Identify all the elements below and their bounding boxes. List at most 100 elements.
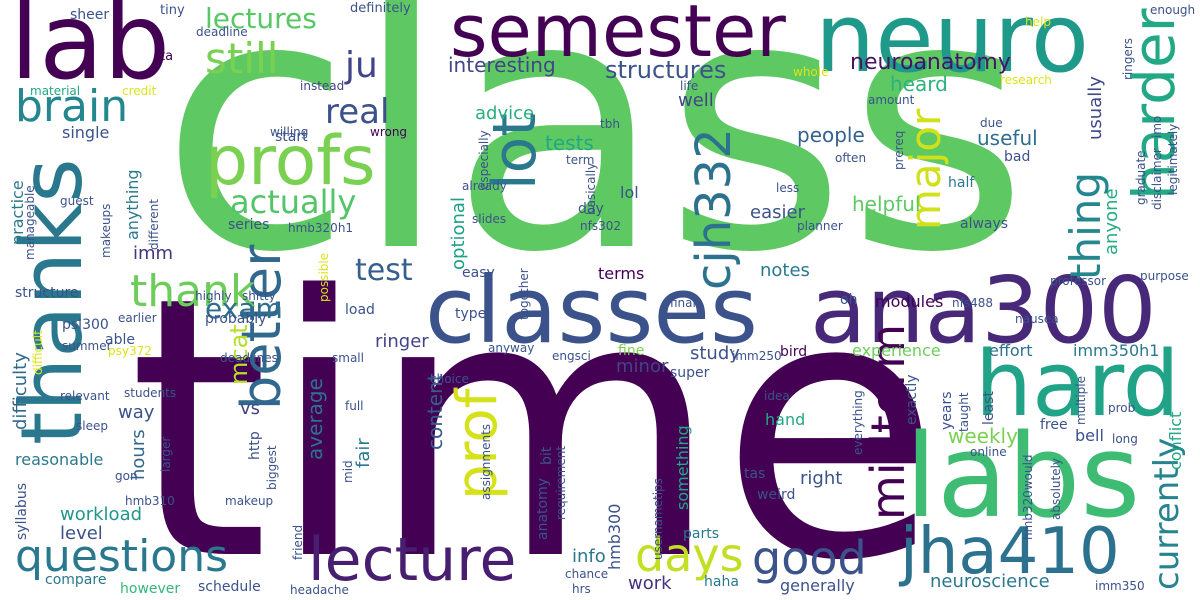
word-useful: useful	[977, 126, 1038, 150]
word-generally: generally	[780, 576, 855, 595]
word-well: well	[678, 90, 714, 111]
word-exactly: exactly	[904, 374, 920, 425]
word-highly: highly	[195, 289, 232, 303]
word-ringer: ringer	[375, 331, 429, 352]
word-workload: workload	[60, 504, 143, 525]
word-tiny: tiny	[160, 3, 185, 18]
word-minor: minor	[616, 356, 669, 377]
word-choice: choice	[430, 372, 469, 386]
word-schedule: schedule	[198, 579, 261, 595]
word-type: type	[455, 306, 487, 322]
word-jha410: jha410	[900, 515, 1120, 589]
word-lab: lab	[10, 0, 171, 103]
word-notes: notes	[760, 260, 810, 281]
word-modules: modules	[875, 292, 944, 311]
word-slides: slides	[472, 212, 507, 226]
word-way: way	[118, 402, 155, 423]
word-fine: fine	[618, 343, 645, 359]
word-thank: thank	[130, 266, 256, 317]
word-vs: vs	[240, 398, 261, 419]
word-questions: questions	[15, 531, 229, 582]
word-hmb320h1: hmb320h1	[288, 221, 354, 235]
word-assignments: assignments	[479, 423, 493, 500]
word-advice: advice	[475, 103, 535, 124]
word-always: always	[960, 216, 1009, 232]
word-bad: bad	[1004, 149, 1031, 165]
word-interesting: interesting	[448, 53, 556, 77]
word-help: help	[1025, 15, 1051, 29]
word-super: super	[670, 365, 710, 381]
word-enough: enough	[1150, 3, 1196, 17]
word-sheer: sheer	[70, 7, 110, 23]
word-guest: guest	[60, 194, 94, 208]
word-hand: hand	[765, 410, 806, 429]
word-hrs: hrs	[572, 582, 591, 596]
word-full: full	[345, 399, 364, 413]
word-larger: larger	[159, 436, 173, 472]
word-still: still	[205, 34, 279, 83]
word-class: class	[160, 0, 1029, 329]
word-easier: easier	[750, 202, 805, 223]
word-hmb320would: hmb320would	[1021, 454, 1035, 540]
word-small: small	[332, 351, 364, 365]
word-idea: idea	[764, 389, 790, 403]
word-imm: imm	[133, 243, 174, 264]
word-imm250: imm250	[732, 349, 782, 363]
word-cjh332: cjh332	[686, 128, 742, 290]
word-summer: summer	[62, 339, 112, 353]
word-structures: structures	[605, 56, 727, 84]
word-conflict: conflict	[1166, 411, 1185, 470]
word-ana300: ana300	[810, 257, 1157, 364]
word-structure: structure	[15, 285, 79, 301]
word-lecture: lecture	[308, 525, 517, 595]
word-material: material	[30, 84, 81, 98]
word-bird: bird	[780, 344, 808, 360]
word-probably: probably	[205, 311, 267, 327]
word-tas: tas	[744, 466, 766, 482]
word-psl300: psl300	[62, 317, 109, 333]
word-multiple: multiple	[1074, 375, 1088, 425]
word-lol: lol	[620, 183, 639, 202]
word-single: single	[62, 123, 110, 142]
word-semester: semester	[450, 0, 786, 73]
word-hmb310: hmb310	[125, 494, 175, 508]
word-good: good	[752, 531, 867, 585]
word-makeups: makeups	[99, 203, 113, 258]
word-ringers: ringers	[1121, 37, 1135, 80]
word-series: series	[228, 217, 270, 233]
word-nfs302: nfs302	[580, 219, 621, 233]
word-headache: headache	[290, 583, 349, 597]
word-tbh: tbh	[600, 117, 620, 131]
word-different: different	[147, 199, 161, 250]
word-tests: tests	[545, 131, 594, 155]
word-info: info	[572, 546, 606, 567]
word-nausea: nausea	[1015, 312, 1059, 326]
word-right: right	[800, 468, 843, 489]
word-brain: brain	[15, 81, 129, 132]
word-neuroscience: neuroscience	[930, 571, 1050, 592]
word-willing: willing	[270, 125, 309, 139]
word-anatomy: anatomy	[535, 477, 551, 540]
word-relevant: relevant	[60, 389, 110, 403]
word-long: long	[1112, 432, 1138, 446]
word-usernametips: usernametips	[651, 478, 665, 560]
word-anyone: anyone	[1101, 188, 1122, 255]
word-however: however	[120, 581, 181, 597]
word-ju: ju	[345, 45, 378, 86]
word-credit: credit	[122, 84, 157, 98]
word-neuro: neuro	[815, 0, 1089, 94]
word-day: day	[578, 201, 604, 217]
word-biggest: biggest	[265, 445, 279, 490]
word-terms: terms	[598, 264, 645, 283]
word-psy372: psy372	[108, 344, 152, 358]
word-people: people	[797, 123, 865, 147]
word-study: study	[690, 343, 740, 364]
word-requirement: requirement	[554, 445, 568, 520]
word-difficult: difficult	[31, 330, 45, 375]
word-real: real	[325, 92, 390, 132]
word-wrong: wrong	[370, 125, 408, 139]
word-profs: profs	[205, 122, 376, 201]
word-years: years	[939, 391, 955, 430]
word-start: start	[275, 129, 308, 145]
